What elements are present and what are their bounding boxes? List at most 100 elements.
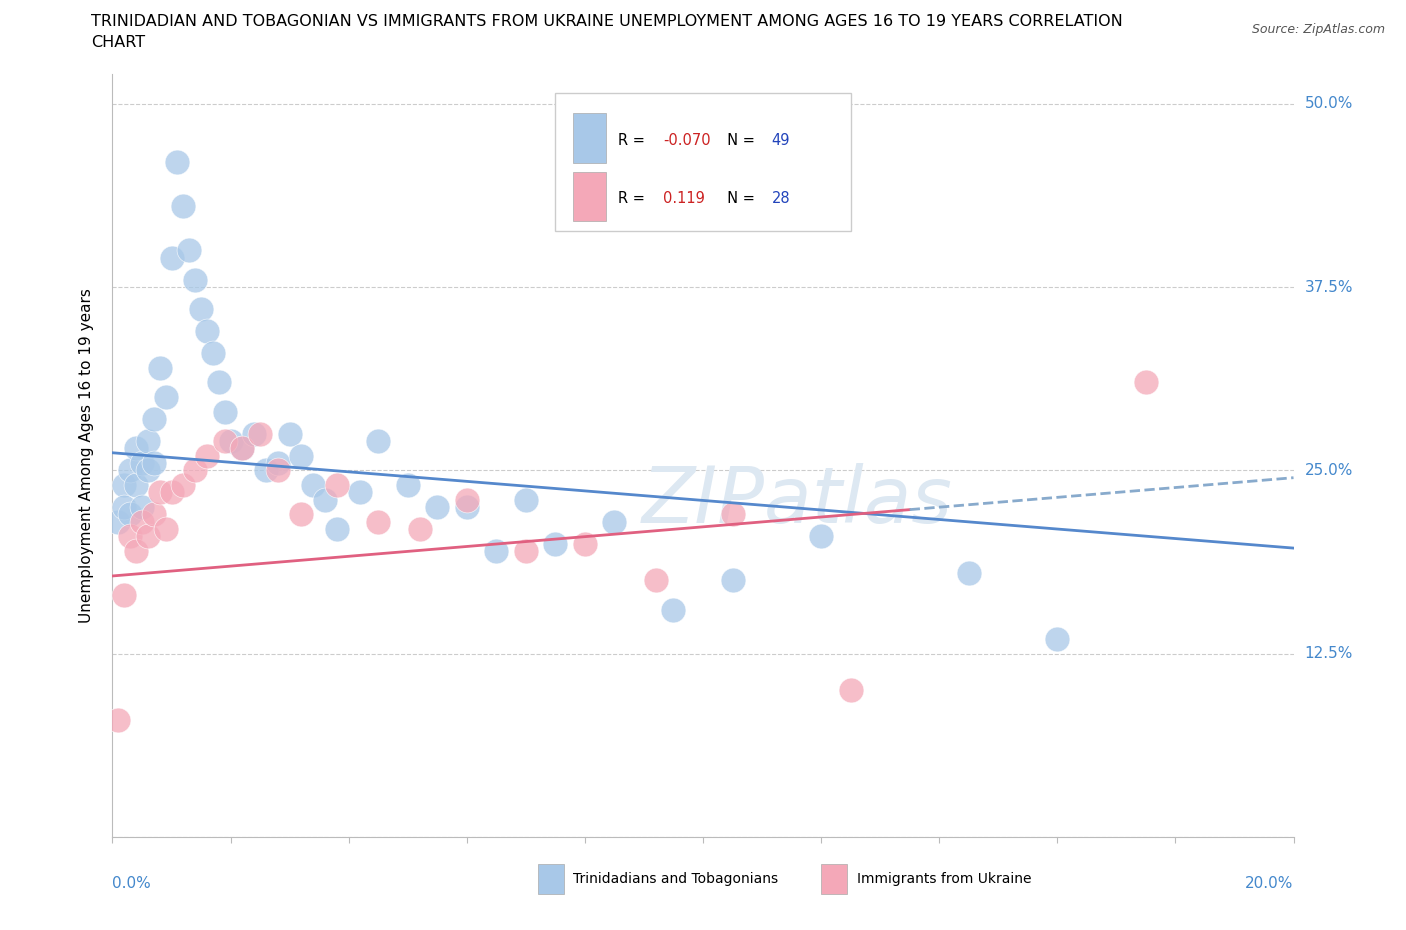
Point (120, 529, 142, 544)
Text: 25.0%: 25.0% (1305, 463, 1353, 478)
Text: 49: 49 (772, 133, 790, 148)
Point (1046, 631, 1069, 646)
Point (662, 603, 685, 618)
Point (208, 375, 231, 390)
Point (957, 565, 980, 580)
Point (721, 573, 744, 588)
Point (367, 433, 389, 448)
Point (131, 499, 153, 514)
Point (179, 243, 201, 258)
Text: R =: R = (619, 191, 654, 206)
Point (456, 499, 478, 514)
FancyBboxPatch shape (574, 113, 606, 163)
Point (231, 441, 253, 456)
Point (125, 543, 148, 558)
Point (149, 485, 172, 499)
Point (326, 522, 349, 537)
Point (214, 433, 236, 448)
Point (267, 463, 290, 478)
Point (302, 478, 325, 493)
Text: 12.5%: 12.5% (1305, 646, 1353, 661)
FancyBboxPatch shape (555, 93, 851, 231)
Point (136, 433, 159, 448)
Point (290, 448, 312, 463)
Point (190, 301, 212, 316)
Text: 0.119: 0.119 (662, 191, 704, 206)
Point (142, 456, 165, 471)
Text: CHART: CHART (91, 35, 145, 50)
Point (574, 537, 596, 551)
Text: 50.0%: 50.0% (1305, 96, 1353, 112)
Point (166, 155, 188, 170)
Point (112, 588, 135, 603)
Point (136, 463, 159, 478)
Point (112, 499, 135, 514)
Text: ZIPatlas: ZIPatlas (643, 463, 953, 539)
FancyBboxPatch shape (821, 864, 846, 895)
Point (195, 448, 218, 463)
Text: 28: 28 (772, 191, 790, 206)
Point (172, 199, 194, 214)
Point (515, 492, 537, 507)
Point (142, 507, 165, 522)
FancyBboxPatch shape (574, 172, 606, 221)
Point (1135, 375, 1157, 390)
Point (349, 485, 371, 499)
Text: 20.0%: 20.0% (1246, 876, 1294, 891)
Point (267, 456, 290, 471)
Point (254, 463, 277, 478)
Point (120, 463, 142, 478)
Point (160, 250, 183, 265)
Point (249, 426, 271, 441)
Point (131, 456, 153, 471)
Point (219, 433, 242, 448)
FancyBboxPatch shape (537, 864, 564, 895)
Point (107, 514, 129, 529)
Point (644, 573, 666, 588)
Point (426, 499, 449, 514)
Point (243, 426, 266, 441)
Point (326, 478, 349, 493)
Point (231, 441, 253, 456)
Point (408, 522, 430, 537)
Text: Source: ZipAtlas.com: Source: ZipAtlas.com (1251, 23, 1385, 36)
Point (367, 514, 389, 529)
Text: Immigrants from Ukraine: Immigrants from Ukraine (856, 872, 1031, 886)
Point (184, 272, 207, 287)
Point (314, 492, 336, 507)
Point (201, 346, 224, 361)
Point (721, 507, 744, 522)
Text: 0.0%: 0.0% (112, 876, 152, 891)
Point (131, 514, 153, 529)
Point (485, 543, 508, 558)
Point (120, 507, 142, 522)
Point (142, 412, 165, 427)
Text: Trinidadians and Tobagonians: Trinidadians and Tobagonians (574, 872, 778, 886)
Point (195, 324, 218, 339)
Text: 37.5%: 37.5% (1305, 280, 1353, 295)
Point (172, 478, 194, 493)
Point (603, 514, 626, 529)
Point (810, 529, 832, 544)
Text: R =: R = (619, 133, 650, 148)
Text: N =: N = (718, 133, 759, 148)
Text: N =: N = (718, 191, 759, 206)
Point (160, 485, 183, 499)
Point (290, 507, 312, 522)
Text: TRINIDADIAN AND TOBAGONIAN VS IMMIGRANTS FROM UKRAINE UNEMPLOYMENT AMONG AGES 16: TRINIDADIAN AND TOBAGONIAN VS IMMIGRANTS… (91, 14, 1123, 29)
Point (107, 712, 129, 727)
Point (125, 478, 148, 493)
Point (155, 390, 177, 405)
Point (136, 529, 159, 544)
Point (278, 426, 301, 441)
Y-axis label: Unemployment Among Ages 16 to 19 years: Unemployment Among Ages 16 to 19 years (79, 288, 94, 623)
Text: -0.070: -0.070 (662, 133, 710, 148)
Point (544, 537, 567, 551)
Point (125, 441, 148, 456)
Point (839, 683, 862, 698)
Point (112, 478, 135, 493)
Point (184, 463, 207, 478)
Point (155, 522, 177, 537)
Point (515, 543, 537, 558)
Point (396, 478, 419, 493)
